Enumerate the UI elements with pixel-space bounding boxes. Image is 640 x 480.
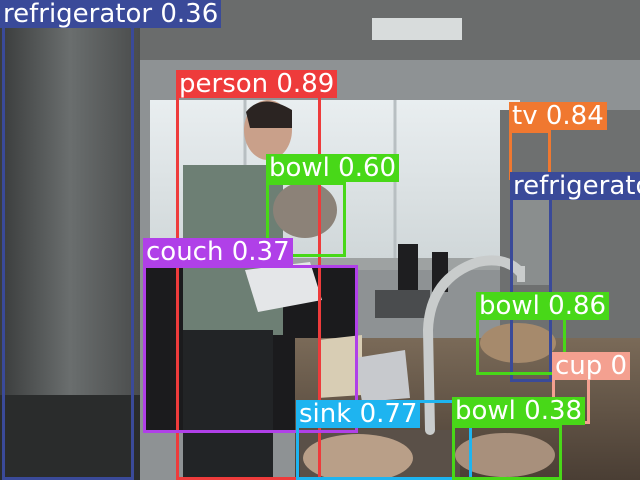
detection-label: refrigerator <box>510 172 640 200</box>
detection-label: couch 0.37 <box>143 238 293 266</box>
detection-label: sink 0.77 <box>296 400 421 428</box>
detection-label: cup 0 <box>552 352 631 380</box>
detection-label: refrigerator 0.36 <box>0 0 222 28</box>
detection-label: tv 0.84 <box>509 102 607 130</box>
detection-label: bowl 0.86 <box>476 292 610 320</box>
detection-label: person 0.89 <box>176 70 338 98</box>
detection-label: bowl 0.60 <box>266 154 400 182</box>
detection-label: bowl 0.38 <box>452 397 586 425</box>
